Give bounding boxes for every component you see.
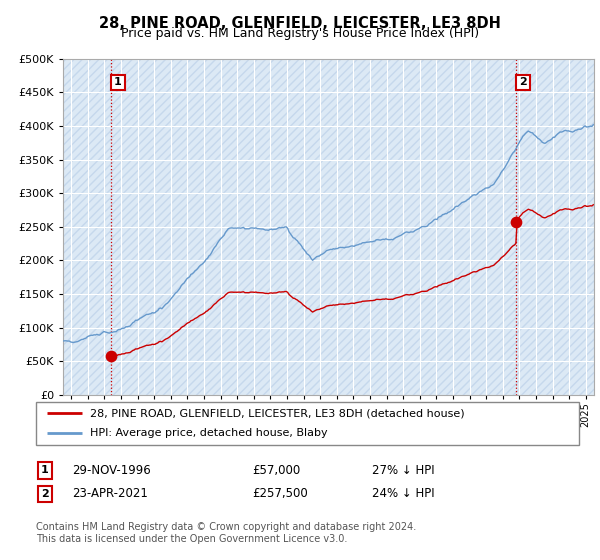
Text: Contains HM Land Registry data © Crown copyright and database right 2024.
This d: Contains HM Land Registry data © Crown c…: [36, 522, 416, 544]
Text: 24% ↓ HPI: 24% ↓ HPI: [372, 487, 434, 501]
Text: 2: 2: [519, 77, 527, 87]
Text: 28, PINE ROAD, GLENFIELD, LEICESTER, LE3 8DH: 28, PINE ROAD, GLENFIELD, LEICESTER, LE3…: [99, 16, 501, 31]
Text: 1: 1: [114, 77, 122, 87]
Text: 27% ↓ HPI: 27% ↓ HPI: [372, 464, 434, 477]
Text: 23-APR-2021: 23-APR-2021: [72, 487, 148, 501]
Text: Price paid vs. HM Land Registry's House Price Index (HPI): Price paid vs. HM Land Registry's House …: [121, 27, 479, 40]
Text: 28, PINE ROAD, GLENFIELD, LEICESTER, LE3 8DH (detached house): 28, PINE ROAD, GLENFIELD, LEICESTER, LE3…: [91, 408, 465, 418]
Text: 1: 1: [41, 465, 49, 475]
FancyBboxPatch shape: [36, 402, 579, 445]
Point: [106, 352, 116, 361]
Text: 2: 2: [41, 489, 49, 499]
Text: 29-NOV-1996: 29-NOV-1996: [72, 464, 151, 477]
Text: £257,500: £257,500: [252, 487, 308, 501]
Point: [511, 217, 521, 226]
Text: HPI: Average price, detached house, Blaby: HPI: Average price, detached house, Blab…: [91, 428, 328, 438]
Text: £57,000: £57,000: [252, 464, 300, 477]
